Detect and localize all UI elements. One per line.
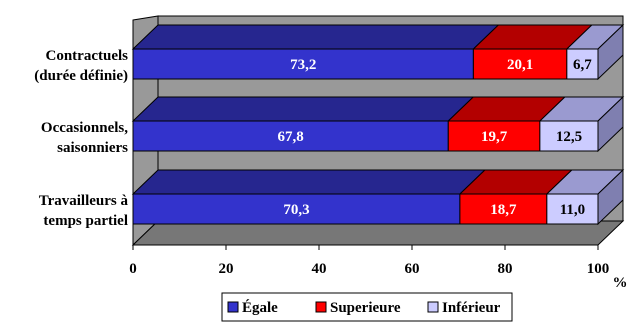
data-label-2-2: 11,0 (560, 202, 585, 218)
data-label-2-0: 70,3 (283, 202, 309, 218)
bar-0-0 (132, 48, 474, 80)
data-label-1-1: 19,7 (481, 129, 508, 145)
x-axis-label: % (613, 275, 628, 291)
bar-top-0-0 (131, 24, 500, 50)
tick-label-2: 40 (312, 261, 327, 277)
category-label-2-0: Travailleurs à (39, 193, 129, 209)
tick-label-0: 0 (129, 261, 137, 277)
bar-1-0 (132, 120, 449, 152)
data-label-1-2: 12,5 (556, 129, 582, 145)
legend-swatch-1 (315, 301, 327, 313)
floor (131, 220, 625, 246)
legend-label-2: Inférieur (442, 300, 501, 316)
category-label-0-1: (durée définie) (34, 68, 128, 84)
legend-label-1: Superieure (330, 300, 401, 316)
bar-top-1-0 (131, 96, 475, 122)
bar-0-2 (566, 48, 599, 80)
category-label-2-1: temps partiel (43, 213, 128, 229)
bar-1-1 (447, 120, 541, 152)
tick-label-4: 80 (498, 261, 513, 277)
category-label-1-0: Occasionnels, (41, 120, 128, 136)
legend-swatch-2 (427, 301, 439, 313)
tick-label-3: 60 (405, 261, 420, 277)
bar-2-2 (546, 193, 599, 225)
data-label-0-1: 20,1 (507, 57, 533, 73)
category-label-1-1: saisonniers (57, 140, 128, 156)
data-label-2-1: 18,7 (490, 202, 517, 218)
bar-2-1 (459, 193, 548, 225)
legend-swatch-0 (227, 301, 239, 313)
tick-label-1: 20 (219, 261, 234, 277)
data-label-0-0: 73,2 (290, 57, 316, 73)
data-label-1-0: 67,8 (278, 129, 304, 145)
tick-label-5: 100 (587, 261, 610, 277)
category-label-0-0: Contractuels (46, 48, 129, 64)
legend (221, 292, 513, 322)
bar-0-1 (472, 48, 568, 80)
legend-label-0: Égale (242, 299, 278, 316)
bar-1-2 (539, 120, 599, 152)
data-label-0-2: 6,7 (573, 57, 592, 73)
bar-top-2-0 (131, 169, 487, 195)
